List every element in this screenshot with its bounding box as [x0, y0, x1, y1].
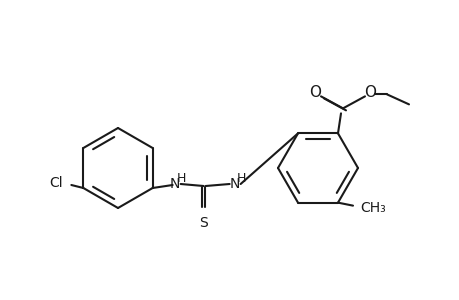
Text: H: H — [177, 172, 186, 185]
Text: N: N — [229, 177, 239, 191]
Text: N: N — [169, 177, 179, 191]
Text: Cl: Cl — [50, 176, 63, 190]
Text: O: O — [308, 85, 320, 100]
Text: S: S — [199, 216, 207, 230]
Text: O: O — [363, 85, 375, 100]
Text: CH₃: CH₃ — [359, 201, 385, 214]
Text: H: H — [236, 172, 246, 185]
